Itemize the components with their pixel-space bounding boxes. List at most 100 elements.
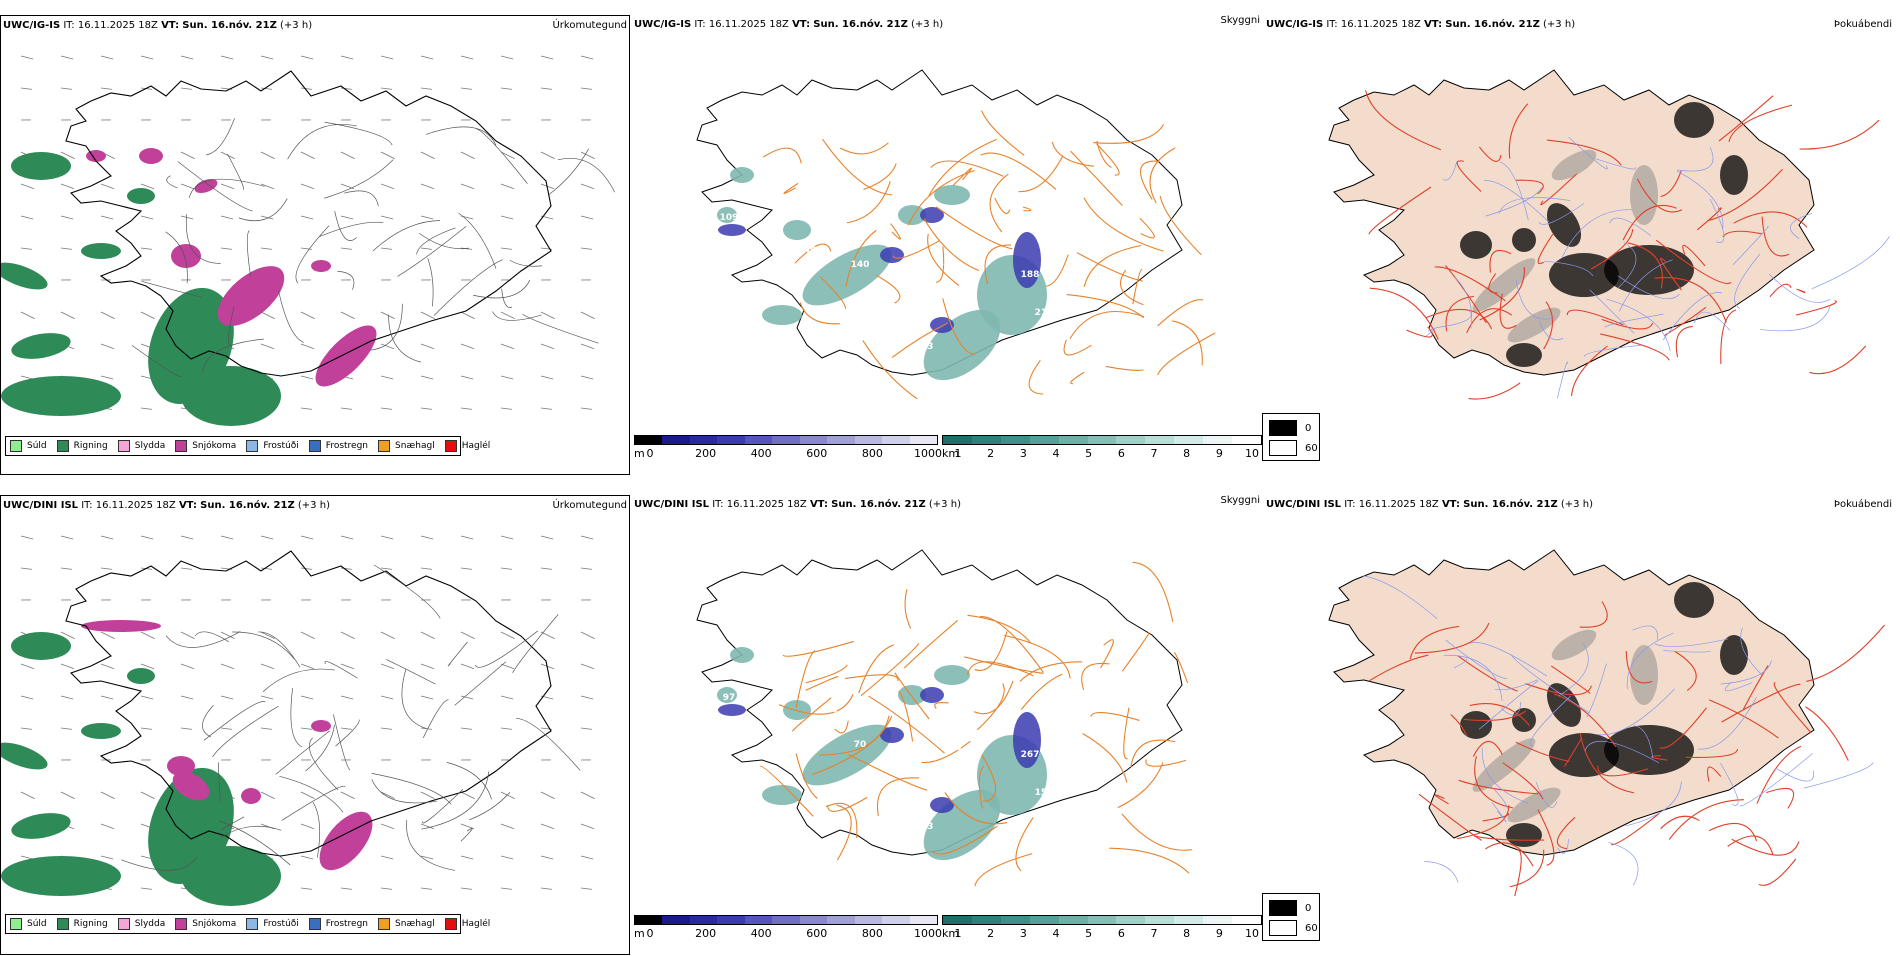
colorbar-strip xyxy=(634,915,938,925)
wind-barb xyxy=(461,312,475,319)
legend-swatch xyxy=(378,918,390,930)
road-line xyxy=(212,706,278,757)
cloud-base-label: 112 xyxy=(943,263,962,273)
legend-item: Snjókoma xyxy=(175,440,236,452)
wind-barb xyxy=(581,696,593,699)
colorbar-tick: 0 xyxy=(647,447,654,460)
cloud-base-label: 123 xyxy=(915,342,934,352)
wind-barb xyxy=(381,792,395,799)
wind-barb xyxy=(541,888,552,889)
wind-barb xyxy=(501,632,515,639)
wind-barb xyxy=(461,408,472,409)
panel-title: Úrkomutegund xyxy=(552,20,627,31)
wind-barb xyxy=(301,184,314,189)
wind-barb xyxy=(581,248,592,249)
road-line xyxy=(975,854,1032,886)
road-line xyxy=(1158,300,1203,326)
road-line xyxy=(1106,366,1144,370)
field-blob xyxy=(181,366,281,426)
wind-barb xyxy=(501,88,512,89)
field-blob xyxy=(1604,245,1694,295)
wind-barb xyxy=(141,792,155,799)
colorbar-tick: 4 xyxy=(1053,447,1060,460)
cloud-base-label: 146 xyxy=(798,246,817,256)
legend-item: Haglél xyxy=(445,440,491,452)
wind-barb xyxy=(101,216,113,219)
wind-barb xyxy=(541,312,555,319)
legend-swatch xyxy=(175,918,187,930)
wind-barb xyxy=(141,184,154,189)
wind-barb xyxy=(181,632,195,639)
road-line xyxy=(1760,306,1830,331)
wind-barb xyxy=(381,664,394,669)
field-blob xyxy=(1,856,121,896)
legend-label: Snjókoma xyxy=(192,919,236,929)
field-blob xyxy=(1604,725,1694,775)
field-blob xyxy=(11,152,71,180)
road-line xyxy=(1812,236,1890,289)
road-line xyxy=(202,705,213,737)
wind-barb xyxy=(61,56,73,59)
wind-barb xyxy=(141,696,153,699)
road-line xyxy=(335,720,359,747)
wind-barb xyxy=(101,536,113,539)
wind-barb xyxy=(461,152,475,159)
wind-barb xyxy=(581,856,593,859)
wind-barb xyxy=(421,696,433,699)
cloud-base-label: 101 xyxy=(833,230,852,240)
wind-barb xyxy=(221,664,234,669)
legend-swatch xyxy=(10,918,22,930)
road-line xyxy=(1406,327,1432,337)
wind-barb xyxy=(421,56,433,59)
road-line xyxy=(288,124,357,159)
wind-barb xyxy=(501,728,512,729)
wind-barb xyxy=(301,216,313,219)
cloud-base-label: 186 xyxy=(943,743,962,753)
legend-label: Súld xyxy=(27,919,47,929)
wind-barb xyxy=(261,664,274,669)
field-blob xyxy=(718,704,746,716)
cloud-base-label: 370 xyxy=(939,380,958,390)
wind-barb xyxy=(21,248,32,249)
road-line xyxy=(206,118,234,155)
wind-barb xyxy=(61,792,75,799)
panel-title: Skyggni xyxy=(1220,15,1260,26)
colorbar-tick: 7 xyxy=(1151,447,1158,460)
road-line xyxy=(324,159,393,198)
wind-barb xyxy=(581,728,592,729)
precip-map-ig xyxy=(1,16,631,476)
wind-barb xyxy=(501,824,514,829)
colorbar-strip xyxy=(942,915,1262,925)
road-line xyxy=(421,771,489,829)
wind-barb xyxy=(101,184,114,189)
wind-barb xyxy=(541,344,554,349)
wind-barb xyxy=(421,792,435,799)
colorbar-tick: 9 xyxy=(1216,927,1223,940)
colorbar-tick: 1000 xyxy=(914,927,942,940)
road-line xyxy=(417,228,456,255)
field-blob xyxy=(306,316,385,395)
wind-barb xyxy=(261,312,275,319)
wind-barb xyxy=(261,568,272,569)
road-line xyxy=(372,773,452,804)
wind-barb xyxy=(381,248,392,249)
wind-barb xyxy=(301,568,312,569)
legend-swatch xyxy=(445,918,457,930)
wind-barb xyxy=(61,312,75,319)
legend-swatch xyxy=(10,440,22,452)
wind-barb xyxy=(421,728,432,729)
legend-swatch xyxy=(57,440,69,452)
fog-map-dini xyxy=(1264,495,1900,955)
field-blob xyxy=(241,788,261,804)
wind-barb xyxy=(381,88,392,89)
cloud-base-label: 109 xyxy=(833,710,852,720)
road-line xyxy=(1728,836,1773,855)
wind-barb xyxy=(61,248,72,249)
road-line xyxy=(320,222,384,236)
colorbar-tick: 6 xyxy=(1118,927,1125,940)
road-line xyxy=(1709,823,1756,840)
colorbar-tick: 3 xyxy=(1020,447,1027,460)
wind-barb xyxy=(581,312,595,319)
wind-barb xyxy=(581,664,594,669)
